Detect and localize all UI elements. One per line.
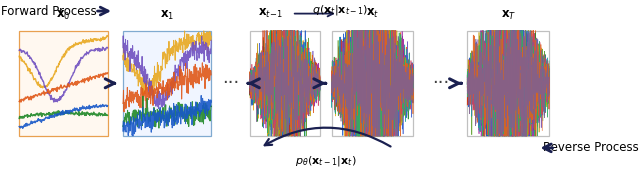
Text: ···: ··· [432,74,449,92]
Text: $\mathbf{x}_1$: $\mathbf{x}_1$ [160,9,174,22]
Bar [19,31,108,136]
Text: $\mathbf{x}_{T}$: $\mathbf{x}_{T}$ [500,9,516,22]
Text: $p_\theta(\mathbf{x}_{t-1}|\mathbf{x}_t)$: $p_\theta(\mathbf{x}_{t-1}|\mathbf{x}_t)… [295,154,356,168]
Bar [123,31,211,136]
Bar [467,31,549,136]
Text: Forward Process: Forward Process [1,5,97,18]
Text: $\mathbf{x}_0$: $\mathbf{x}_0$ [56,9,70,22]
Text: Reverse Process: Reverse Process [543,141,639,154]
Bar [250,31,320,136]
Text: ···: ··· [222,74,239,92]
Text: $q(\mathbf{x}_t|\mathbf{x}_{t-1})$: $q(\mathbf{x}_t|\mathbf{x}_{t-1})$ [312,3,369,17]
Text: $\mathbf{x}_t$: $\mathbf{x}_t$ [366,7,379,20]
Text: $\mathbf{x}_{t\!-\!1}$: $\mathbf{x}_{t\!-\!1}$ [259,7,283,20]
Bar [332,31,413,136]
